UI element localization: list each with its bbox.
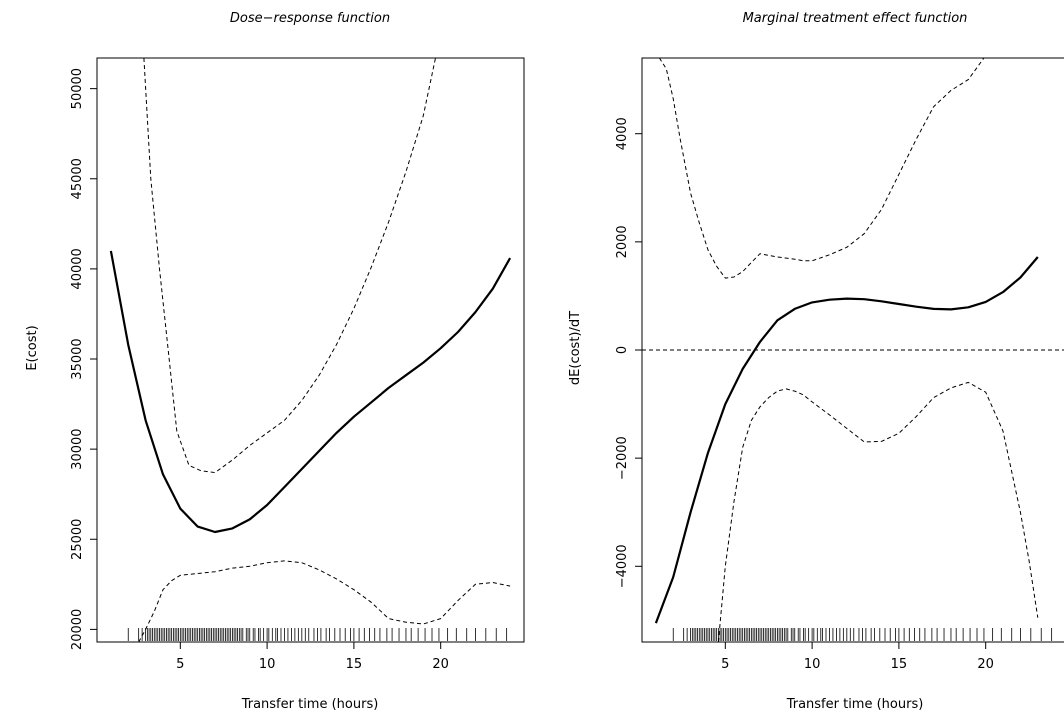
x-tick-label: 5 <box>721 657 729 672</box>
y-tick-label: 25000 <box>70 519 85 560</box>
confidence-band-line <box>143 58 436 474</box>
y-tick-label: 0 <box>615 346 630 354</box>
y-tick-label: 4000 <box>615 117 630 150</box>
y-axis-label: dE(cost)/dT <box>568 311 583 385</box>
x-axis-label: Transfer time (hours) <box>786 697 924 712</box>
y-tick-label: −2000 <box>615 436 630 480</box>
x-tick-label: 20 <box>977 657 994 672</box>
confidence-band-line <box>138 560 511 642</box>
y-tick-label: 50000 <box>70 68 85 109</box>
chart-title: Marginal treatment effect function <box>743 11 968 26</box>
marginal-effect-panel: Marginal treatment effect function Trans… <box>568 11 1064 712</box>
estimate-line <box>109 250 512 534</box>
x-tick-label: 10 <box>259 657 276 672</box>
y-tick-label: 35000 <box>70 338 85 379</box>
plot-frame <box>96 57 525 643</box>
chart-title: Dose−response function <box>230 11 390 26</box>
confidence-band-line <box>717 381 1039 642</box>
x-tick-label: 10 <box>804 657 821 672</box>
dose-response-panel: Dose−response function Transfer time (ho… <box>25 11 525 712</box>
y-tick-label: 30000 <box>70 428 85 469</box>
x-tick-label: 20 <box>432 657 449 672</box>
y-tick-label: −4000 <box>615 544 630 588</box>
x-tick-label: 5 <box>176 657 184 672</box>
y-tick-label: 2000 <box>615 225 630 258</box>
confidence-band-line <box>658 58 985 279</box>
x-axis-label: Transfer time (hours) <box>241 697 379 712</box>
y-tick-label: 45000 <box>70 158 85 199</box>
x-tick-label: 15 <box>891 657 908 672</box>
y-tick-label: 20000 <box>70 609 85 650</box>
y-tick-label: 40000 <box>70 248 85 289</box>
x-tick-label: 15 <box>346 657 363 672</box>
estimate-line <box>654 256 1039 624</box>
y-axis-label: E(cost) <box>25 325 40 370</box>
